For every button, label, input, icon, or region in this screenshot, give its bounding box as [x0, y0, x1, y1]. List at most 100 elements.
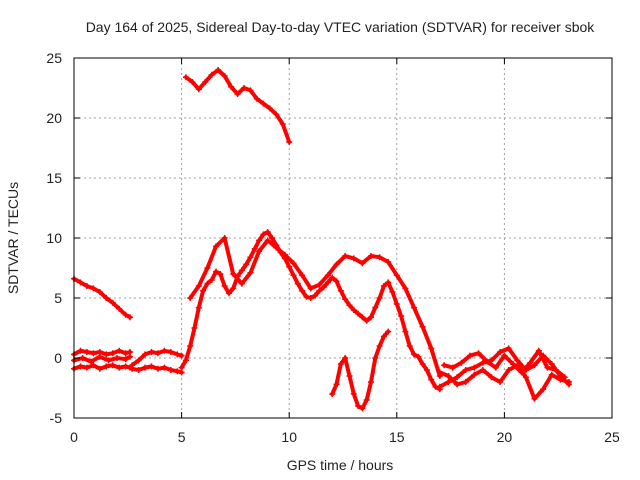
x-tick-label: 20 — [497, 429, 513, 445]
data-point-marker — [376, 254, 383, 261]
data-point-marker — [510, 361, 517, 367]
data-point-marker — [428, 345, 435, 352]
data-point-marker — [398, 313, 405, 319]
data-series — [71, 67, 572, 412]
data-point-marker — [79, 355, 86, 361]
data-point-marker — [329, 274, 336, 281]
data-point-marker — [208, 71, 215, 78]
data-point-marker — [333, 261, 340, 268]
data-point-marker — [114, 355, 121, 361]
x-tick-label: 15 — [389, 429, 405, 445]
data-point-marker — [544, 364, 551, 371]
data-point-marker — [77, 363, 84, 370]
series-seg-main-rise — [178, 229, 443, 393]
data-point-marker — [436, 383, 443, 390]
data-point-marker — [247, 269, 254, 276]
data-point-marker — [189, 79, 196, 85]
data-point-marker — [548, 361, 555, 367]
data-point-marker — [200, 287, 207, 294]
data-point-marker — [484, 358, 491, 365]
data-point-marker — [221, 283, 228, 289]
data-point-marker — [213, 268, 220, 275]
data-point-marker — [217, 271, 224, 277]
data-point-marker — [346, 302, 353, 309]
data-point-marker — [256, 237, 263, 244]
data-point-marker — [479, 367, 486, 373]
data-point-marker — [436, 369, 443, 376]
data-point-marker — [376, 295, 383, 301]
data-point-marker — [178, 364, 185, 371]
data-point-marker — [359, 260, 366, 267]
series-seg-late-b — [436, 362, 572, 402]
data-point-marker — [376, 343, 383, 349]
data-point-marker — [126, 314, 133, 321]
data-point-marker — [553, 367, 560, 373]
data-point-marker — [393, 272, 400, 279]
data-point-marker — [251, 245, 258, 252]
data-point-marker — [505, 345, 512, 352]
series-line — [183, 68, 292, 144]
data-point-marker — [380, 283, 387, 289]
data-point-marker — [253, 95, 260, 102]
data-point-marker — [167, 349, 174, 355]
data-point-marker — [324, 272, 331, 279]
data-point-marker — [445, 379, 452, 385]
data-point-marker — [389, 289, 396, 295]
data-point-marker — [290, 260, 297, 267]
data-point-marker — [342, 296, 349, 303]
data-point-marker — [256, 248, 263, 255]
data-point-marker — [475, 350, 482, 357]
data-point-marker — [307, 285, 314, 292]
data-point-marker — [182, 357, 189, 364]
data-point-marker — [154, 350, 161, 357]
data-point-marker — [471, 371, 478, 378]
data-point-marker — [161, 347, 168, 354]
series-line — [188, 236, 442, 378]
data-point-marker — [266, 105, 273, 112]
data-point-marker — [148, 363, 155, 370]
y-tick-label: 25 — [46, 50, 62, 66]
data-point-marker — [103, 295, 110, 301]
data-point-marker — [228, 83, 235, 90]
data-point-marker — [488, 374, 495, 381]
y-axis-label: SDTVAR / TECUs — [5, 182, 21, 294]
data-point-marker — [148, 349, 155, 355]
data-point-marker — [441, 362, 448, 369]
data-point-marker — [548, 371, 555, 378]
data-point-marker — [299, 272, 306, 279]
x-tick-label: 0 — [70, 429, 78, 445]
data-point-marker — [264, 237, 271, 244]
data-point-marker — [109, 299, 116, 306]
data-point-marker — [187, 343, 194, 349]
data-point-marker — [531, 395, 538, 402]
data-point-marker — [221, 73, 228, 79]
data-point-marker — [329, 391, 336, 397]
data-point-marker — [221, 235, 228, 241]
data-point-marker — [385, 279, 392, 286]
data-point-marker — [96, 289, 103, 295]
data-point-marker — [324, 279, 331, 286]
data-point-marker — [174, 368, 181, 375]
data-point-marker — [561, 374, 568, 381]
data-point-marker — [238, 280, 245, 287]
y-tick-label: 5 — [54, 290, 62, 306]
data-point-marker — [454, 374, 461, 381]
data-point-marker — [122, 311, 129, 318]
data-point-marker — [142, 364, 149, 371]
data-point-marker — [540, 386, 547, 393]
chart-title: Day 164 of 2025, Sidereal Day-to-day VTE… — [86, 19, 596, 35]
data-point-marker — [260, 231, 267, 238]
data-point-marker — [154, 365, 161, 372]
data-point-marker — [367, 314, 374, 321]
data-point-marker — [273, 244, 280, 251]
data-point-marker — [238, 267, 245, 274]
data-point-marker — [294, 280, 301, 287]
data-point-marker — [312, 292, 319, 299]
series-seg-early-noise-c — [71, 353, 133, 365]
data-point-marker — [337, 287, 344, 294]
data-point-marker — [565, 379, 572, 385]
y-tick-label: 15 — [46, 170, 62, 186]
data-point-marker — [402, 285, 409, 292]
data-point-marker — [83, 349, 90, 355]
